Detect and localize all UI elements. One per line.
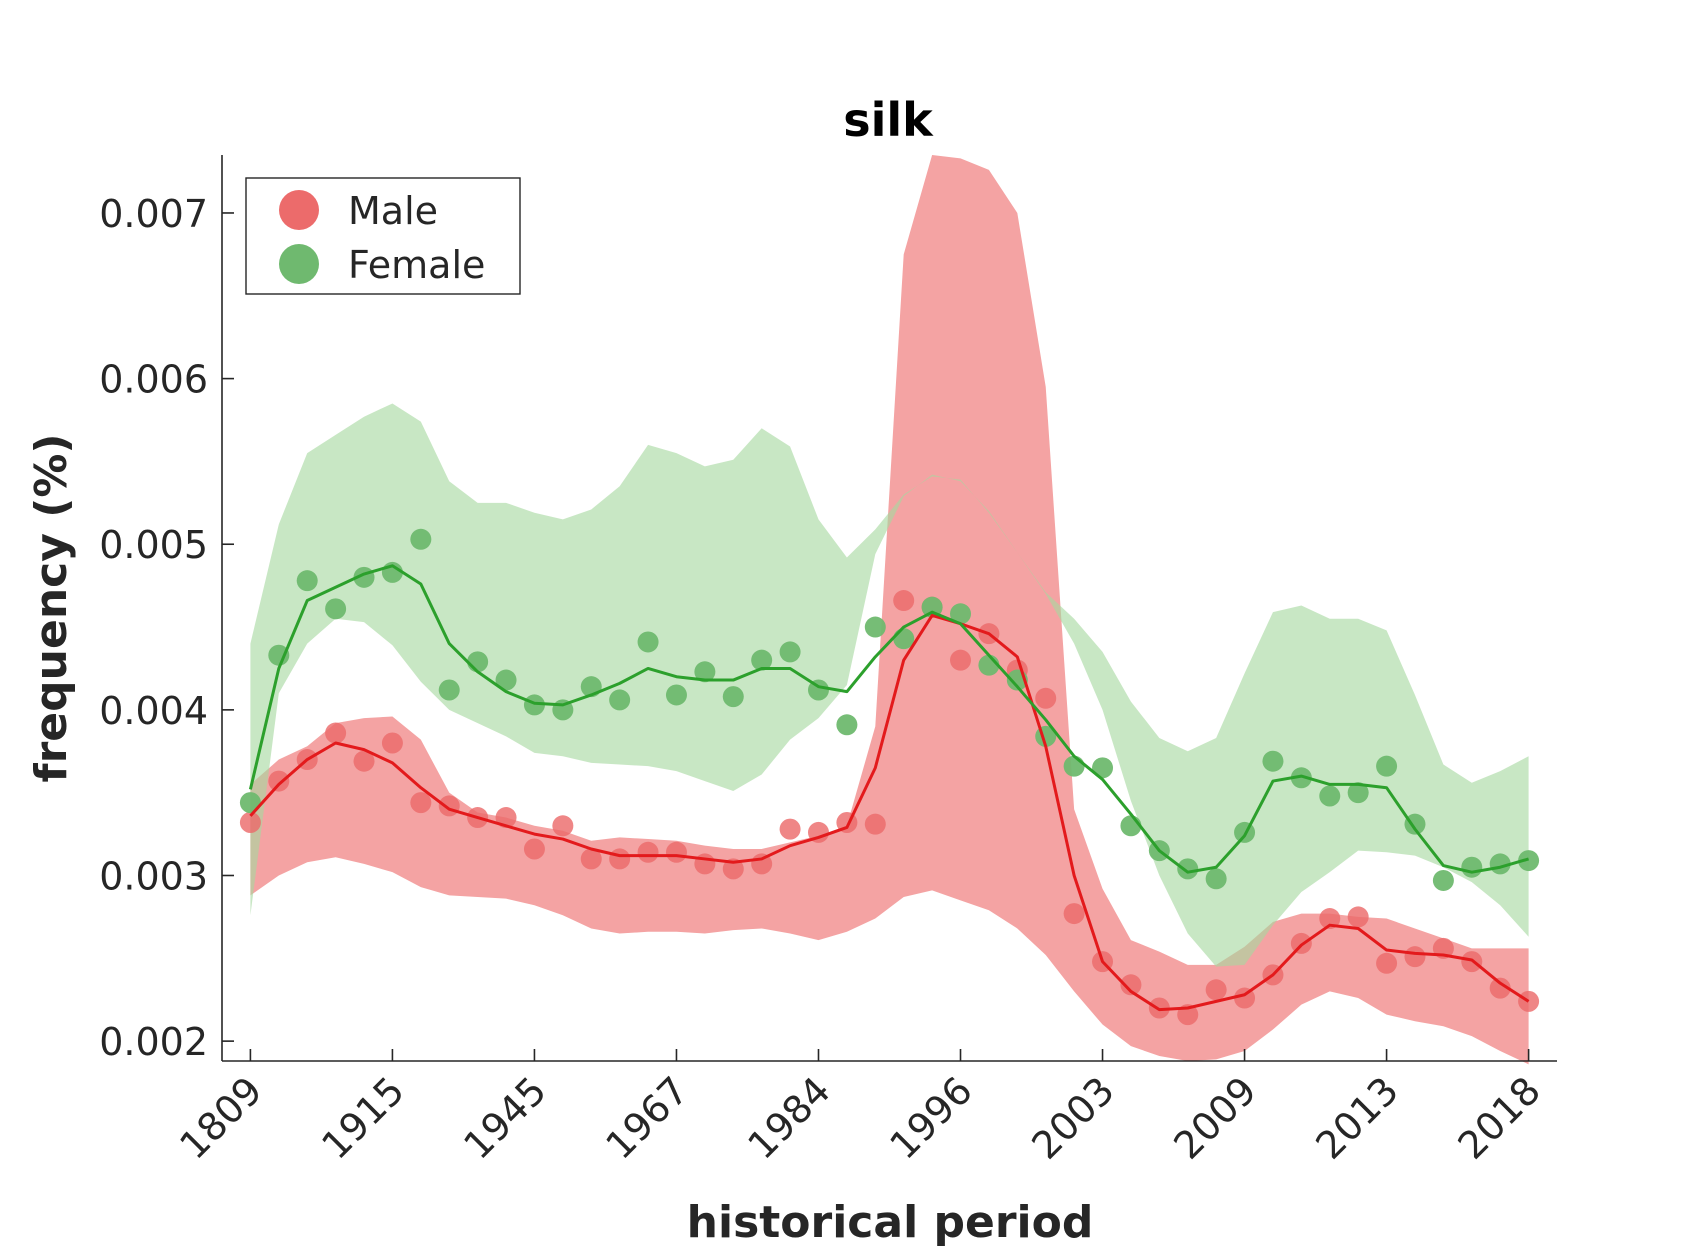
point-male [864,813,886,835]
point-female [1347,782,1369,804]
legend-marker-female [279,244,319,284]
point-male [410,792,432,814]
y-tick-label: 0.002 [99,1020,208,1064]
point-male [1347,906,1369,928]
x-tick-label: 1996 [881,1068,981,1168]
x-tick-label: 1967 [597,1068,697,1168]
point-female [779,641,801,663]
point-male [1489,977,1511,999]
point-male [438,795,460,817]
point-female [325,598,347,620]
y-axis-ticks: 0.002 0.003 0.004 0.005 0.006 0.007 [99,192,234,1064]
chart-title: silk [843,93,934,147]
point-female [1234,821,1256,843]
point-female [609,689,631,711]
point-male [665,841,687,863]
y-tick-label: 0.004 [99,689,208,733]
y-tick-label: 0.003 [99,854,208,898]
point-male [1205,979,1227,1001]
trend-line-female [248,564,1530,874]
point-male [552,815,574,837]
point-male [353,750,375,772]
point-female [1432,869,1454,891]
point-female [1063,755,1085,777]
point-male [268,770,290,792]
y-tick-label: 0.007 [99,192,208,236]
band-male [250,155,1529,1065]
point-female [722,686,744,708]
point-female [1262,750,1284,772]
point-female [1092,757,1114,779]
point-female [467,651,489,673]
point-male [523,838,545,860]
trend-line-male [249,613,1530,1012]
point-male [1120,974,1142,996]
point-female [1319,785,1341,807]
y-tick-label: 0.005 [99,523,208,567]
x-tick-label: 2009 [1165,1068,1265,1168]
y-axis-label: frequency (%) [26,433,77,782]
legend-label-male: Male [348,189,438,233]
x-axis-ticks: 1809 1915 1945 1967 1984 1996 2003 2009 2013 2018 [171,1049,1549,1168]
point-male [694,853,716,875]
y-tick-label: 0.006 [99,358,208,402]
point-female [1376,755,1398,777]
point-female [410,528,432,550]
point-female [438,679,460,701]
point-female [296,570,318,592]
x-tick-label: 1809 [171,1068,271,1168]
point-female [1177,858,1199,880]
legend: Male Female [245,177,521,295]
point-male [1404,946,1426,968]
legend-marker-male [279,190,319,230]
legend-label-female: Female [348,243,485,287]
point-male [779,818,801,840]
point-female [1518,850,1540,872]
point-female [239,792,261,814]
point-male [1035,687,1057,709]
plot-area [239,155,1540,1065]
point-female [950,603,972,625]
point-female [864,616,886,638]
point-male [1319,908,1341,930]
point-female [637,631,659,653]
point-female [921,596,943,618]
point-male [950,649,972,671]
point-female [1461,856,1483,878]
x-tick-label: 2018 [1449,1068,1549,1168]
point-male [609,848,631,870]
point-male [381,732,403,754]
point-male [239,811,261,833]
point-male [722,858,744,880]
point-female [1290,767,1312,789]
x-tick-label: 1915 [313,1068,413,1168]
x-tick-label: 1945 [455,1068,555,1168]
point-male [1063,903,1085,925]
point-female [268,644,290,666]
point-female [751,649,773,671]
x-axis-label: historical period [687,1197,1094,1246]
point-female [836,714,858,736]
x-tick-label: 1984 [739,1068,839,1168]
x-tick-label: 2013 [1307,1068,1407,1168]
x-tick-label: 2003 [1023,1068,1123,1168]
point-male [580,848,602,870]
point-male [325,722,347,744]
point-female [1205,868,1227,890]
point-female [665,684,687,706]
point-male [893,590,915,612]
point-female [694,661,716,683]
point-male [1376,952,1398,974]
point-female [495,669,517,691]
band-female [250,403,1529,967]
point-male [637,841,659,863]
